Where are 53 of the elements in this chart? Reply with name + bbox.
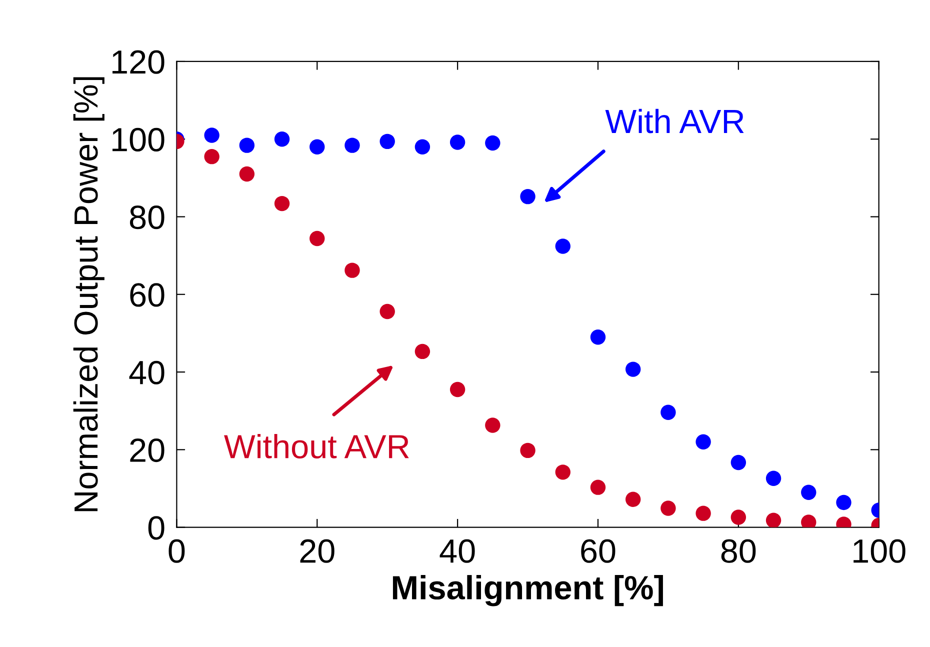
point: [204, 128, 220, 143]
point: [450, 382, 466, 398]
y-axis-title: Normalized Output Power [%]: [73, 77, 104, 512]
point: [590, 480, 606, 495]
point: [555, 464, 570, 480]
point: [520, 442, 536, 458]
point: [766, 512, 782, 528]
point: [310, 139, 325, 154]
point: [310, 230, 325, 246]
point: [625, 362, 641, 377]
point: [555, 238, 570, 254]
y-tick-label: 80: [130, 206, 164, 230]
point: [344, 262, 360, 278]
y-tick-label: 120: [112, 50, 164, 74]
point: [344, 138, 360, 153]
y-tick-label: 100: [112, 128, 164, 152]
point: [660, 500, 676, 516]
y-tick-label: 0: [148, 516, 164, 540]
x-axis-title: Misalignment [%]: [392, 575, 663, 606]
x-tick-label: 0: [168, 539, 185, 563]
point: [660, 404, 676, 420]
point: [239, 138, 255, 153]
y-tick-label: 60: [130, 283, 164, 307]
point: [274, 196, 290, 212]
x-tick-label: 40: [440, 539, 475, 563]
annotation: With AVR: [605, 108, 744, 134]
point: [380, 304, 395, 320]
point: [485, 418, 500, 433]
point: [414, 139, 430, 154]
annotation: Without AVR: [224, 434, 409, 458]
point: [239, 166, 255, 182]
point: [485, 135, 500, 151]
point: [380, 134, 395, 150]
point: [204, 148, 220, 164]
point: [696, 506, 711, 521]
x-tick-label: 80: [721, 539, 756, 563]
point: [696, 434, 711, 450]
point: [730, 510, 746, 525]
point: [414, 344, 430, 360]
point: [836, 494, 852, 510]
point: [766, 470, 782, 486]
y-tick-label: 20: [130, 438, 164, 462]
point: [450, 134, 466, 150]
x-tick-label: 20: [300, 539, 334, 563]
x-tick-label: 100: [854, 539, 906, 563]
point: [801, 484, 816, 500]
point: [730, 454, 746, 470]
y-tick-label: 40: [129, 360, 164, 384]
point: [590, 329, 606, 345]
point: [625, 492, 641, 507]
point: [274, 132, 290, 147]
x-tick-label: 60: [581, 539, 616, 563]
point: [520, 188, 536, 204]
